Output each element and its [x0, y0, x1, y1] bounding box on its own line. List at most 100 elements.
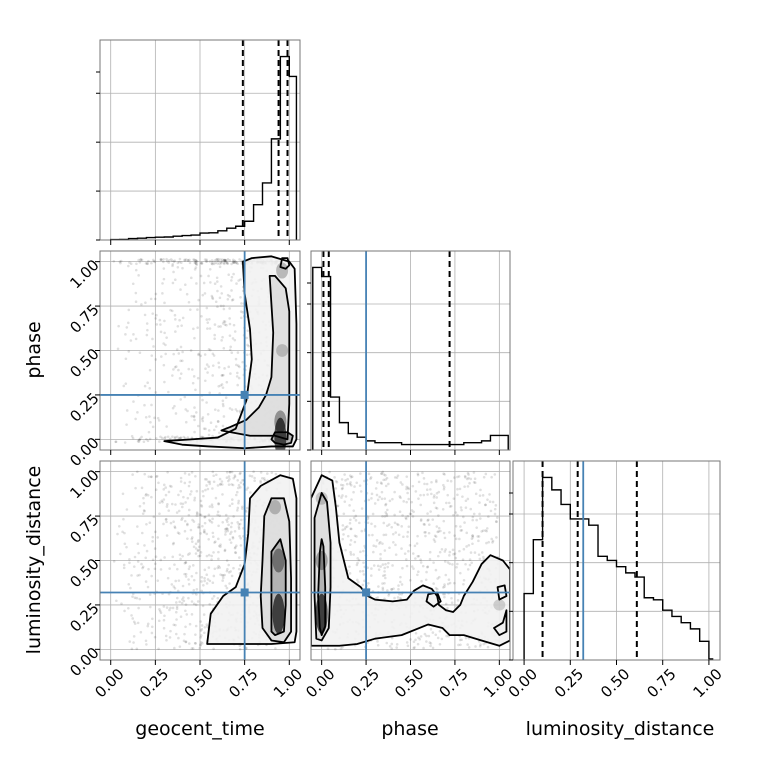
sample-point — [208, 579, 212, 583]
sample-point — [398, 592, 401, 596]
sample-point — [140, 562, 143, 566]
sample-point — [370, 567, 373, 570]
sample-point — [208, 268, 212, 271]
sample-point — [146, 381, 149, 385]
sample-point — [426, 565, 429, 569]
sample-point — [494, 520, 498, 523]
sample-point — [372, 544, 375, 548]
sample-point — [399, 580, 402, 584]
sample-point — [416, 473, 420, 477]
sample-point — [230, 351, 234, 355]
sample-point — [470, 537, 474, 541]
sample-point — [341, 486, 344, 490]
sample-point — [396, 596, 400, 599]
sample-point — [154, 292, 158, 296]
sample-point — [195, 511, 199, 514]
sample-point — [181, 584, 185, 588]
sample-point — [217, 550, 220, 554]
sample-point — [193, 258, 196, 262]
sample-point — [144, 415, 148, 419]
sample-point — [165, 638, 168, 642]
sample-point — [456, 475, 459, 479]
sample-point — [200, 627, 204, 631]
sample-point — [154, 555, 158, 559]
sample-point — [384, 474, 387, 477]
sample-point — [147, 567, 150, 571]
sample-point — [212, 647, 215, 651]
sample-point — [210, 521, 214, 524]
sample-point — [174, 579, 178, 583]
sample-point — [163, 331, 166, 335]
sample-point — [417, 480, 421, 484]
sample-point — [159, 258, 163, 261]
sample-point — [406, 491, 409, 495]
sample-point — [188, 261, 192, 265]
sample-point — [195, 593, 198, 596]
sample-point — [187, 513, 191, 517]
sample-point — [179, 372, 183, 375]
sample-point — [122, 517, 125, 521]
sample-point — [123, 609, 126, 613]
sample-point — [148, 386, 152, 390]
sample-point — [200, 580, 203, 583]
sample-point — [370, 497, 373, 500]
sample-point — [376, 498, 380, 502]
sample-point — [417, 636, 420, 640]
sample-point — [213, 259, 217, 262]
sample-point — [216, 513, 219, 517]
sample-point — [381, 470, 385, 474]
sample-point — [124, 333, 127, 336]
sample-point — [218, 265, 222, 269]
sample-point — [192, 414, 196, 418]
sample-point — [409, 512, 413, 516]
sample-point — [150, 475, 153, 478]
plot-body — [311, 461, 510, 660]
sample-point — [125, 545, 128, 549]
sample-point — [423, 531, 426, 534]
sample-point — [426, 512, 429, 515]
sample-point — [481, 529, 485, 532]
sample-point — [336, 504, 339, 508]
sample-point — [218, 431, 221, 435]
sample-point — [216, 510, 220, 514]
sample-point — [194, 474, 197, 478]
sample-point — [392, 540, 395, 544]
sample-point — [400, 592, 403, 596]
sample-point — [221, 386, 225, 389]
sample-point — [180, 505, 184, 509]
sample-point — [235, 490, 239, 494]
sample-point — [203, 531, 206, 534]
sample-point — [380, 472, 383, 475]
sample-point — [341, 537, 344, 541]
sample-point — [145, 437, 148, 441]
sample-point — [233, 529, 237, 533]
sample-point — [170, 583, 174, 586]
sample-point — [366, 566, 369, 570]
sample-point — [382, 574, 385, 578]
sample-point — [380, 482, 383, 485]
sample-point — [464, 475, 467, 479]
sample-point — [207, 566, 211, 569]
sample-point — [223, 258, 226, 262]
sample-point — [236, 262, 239, 266]
sample-point — [223, 367, 226, 370]
sample-point — [142, 509, 146, 512]
sample-point — [223, 549, 227, 553]
sample-point — [153, 260, 157, 264]
sample-point — [245, 336, 249, 340]
sample-point — [177, 509, 181, 513]
sample-point — [184, 408, 188, 411]
sample-point — [221, 574, 225, 577]
sample-point — [179, 261, 183, 265]
sample-point — [228, 477, 231, 481]
sample-point — [383, 497, 387, 500]
sample-point — [183, 519, 187, 523]
sample-point — [217, 325, 220, 328]
plot-body — [110, 40, 298, 240]
sample-point — [175, 435, 179, 439]
sample-point — [438, 550, 442, 554]
sample-point — [162, 626, 166, 630]
sample-point — [399, 496, 402, 500]
sample-point — [393, 521, 397, 525]
sample-point — [429, 510, 432, 513]
